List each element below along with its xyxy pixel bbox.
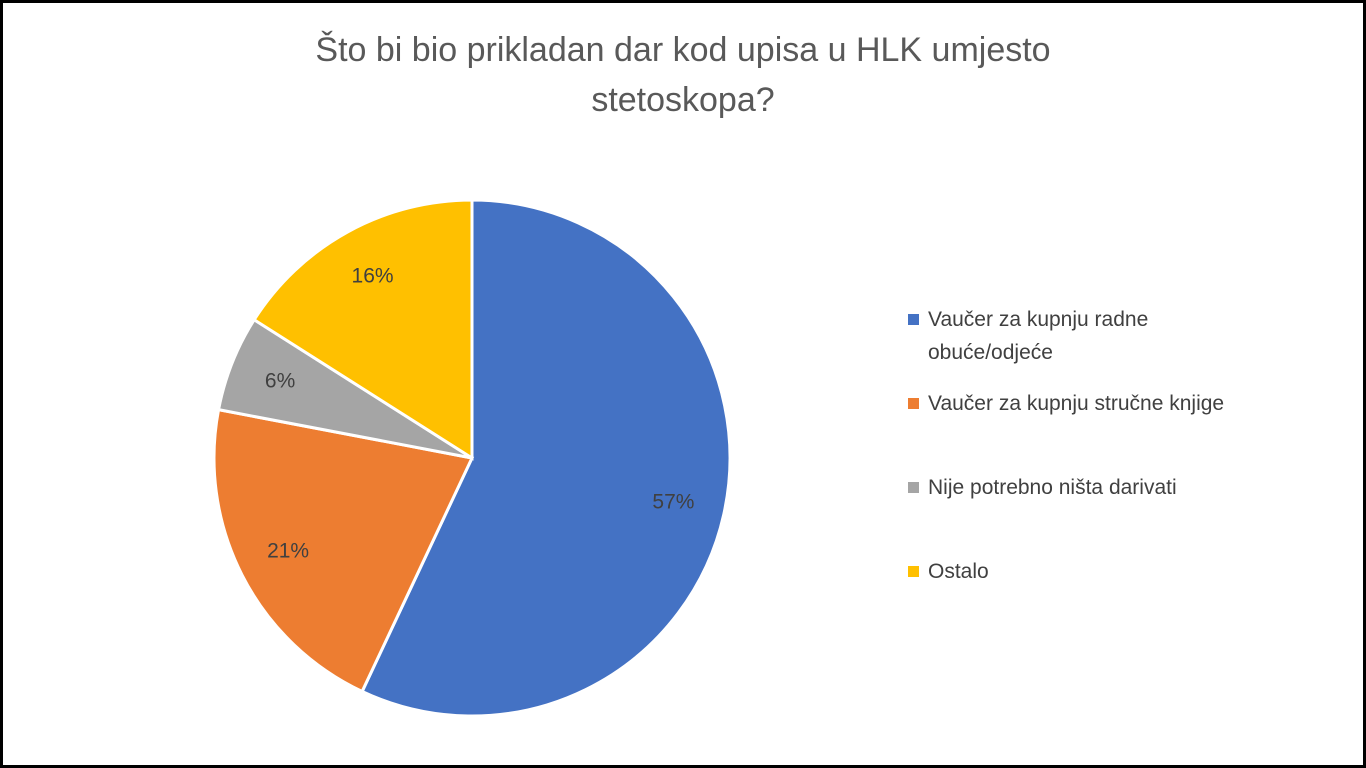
legend: Vaučer za kupnju radne obuće/odjeće Vauče…	[908, 303, 1308, 639]
legend-item: Vaučer za kupnju stručne knjige	[908, 387, 1308, 471]
legend-label: Vaučer za kupnju stručne knjige	[928, 392, 1225, 415]
data-label: 6%	[265, 370, 295, 393]
legend-label: Vaučer za kupnju radne obuće/odjeće	[928, 308, 1149, 364]
legend-label: Nije potrebno ništa darivati	[928, 476, 1177, 499]
pie-area: 57% 21% 6% 16%	[212, 198, 732, 718]
legend-swatch	[908, 482, 919, 493]
data-label: 57%	[652, 491, 694, 514]
legend-item: Vaučer za kupnju radne obuće/odjeće	[908, 303, 1308, 387]
legend-item: Nije potrebno ništa darivati	[908, 471, 1308, 555]
pie-slice	[360, 198, 732, 718]
pie-slice	[212, 407, 475, 694]
pie-slice	[252, 198, 474, 461]
legend-swatch	[908, 314, 919, 325]
chart-title: Što bi bio prikladan dar kod upisa u HLK…	[315, 31, 1051, 119]
legend-item: Ostalo	[908, 555, 1308, 639]
data-label: 21%	[267, 539, 309, 562]
legend-swatch	[908, 566, 919, 577]
legend-label: Ostalo	[928, 560, 989, 583]
legend-swatch	[908, 398, 919, 409]
data-label: 16%	[352, 265, 394, 288]
